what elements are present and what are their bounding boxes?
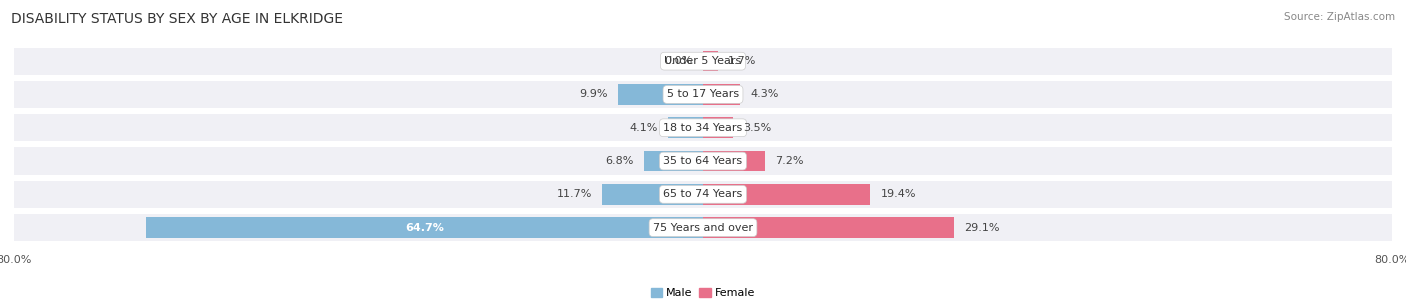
Text: DISABILITY STATUS BY SEX BY AGE IN ELKRIDGE: DISABILITY STATUS BY SEX BY AGE IN ELKRI…	[11, 12, 343, 26]
Text: 4.3%: 4.3%	[751, 89, 779, 99]
Text: 11.7%: 11.7%	[557, 189, 592, 199]
Bar	[14, 147, 1392, 175]
Text: 5 to 17 Years: 5 to 17 Years	[666, 89, 740, 99]
Text: 9.9%: 9.9%	[579, 89, 607, 99]
Bar	[14, 181, 1392, 208]
Bar	[703, 117, 733, 138]
Text: 65 to 74 Years: 65 to 74 Years	[664, 189, 742, 199]
Bar	[703, 217, 953, 238]
Text: 19.4%: 19.4%	[880, 189, 915, 199]
Bar	[14, 214, 1392, 241]
Text: 3.5%: 3.5%	[744, 123, 772, 133]
Bar	[703, 51, 717, 71]
Text: 35 to 64 Years: 35 to 64 Years	[664, 156, 742, 166]
Bar	[668, 117, 703, 138]
Text: 18 to 34 Years: 18 to 34 Years	[664, 123, 742, 133]
Text: Under 5 Years: Under 5 Years	[665, 56, 741, 66]
Bar	[617, 84, 703, 105]
Bar	[644, 151, 703, 171]
Text: 1.7%: 1.7%	[728, 56, 756, 66]
Text: 7.2%: 7.2%	[775, 156, 804, 166]
Text: 6.8%: 6.8%	[606, 156, 634, 166]
Bar	[14, 81, 1392, 108]
Bar	[703, 84, 740, 105]
Text: Source: ZipAtlas.com: Source: ZipAtlas.com	[1284, 12, 1395, 22]
Bar	[703, 184, 870, 205]
Bar	[703, 151, 765, 171]
Bar	[602, 184, 703, 205]
Bar	[14, 114, 1392, 141]
Text: 29.1%: 29.1%	[965, 223, 1000, 233]
Text: 0.0%: 0.0%	[665, 56, 693, 66]
Bar	[14, 47, 1392, 75]
Text: 75 Years and over: 75 Years and over	[652, 223, 754, 233]
Legend: Male, Female: Male, Female	[647, 283, 759, 302]
Text: 64.7%: 64.7%	[405, 223, 444, 233]
Text: 4.1%: 4.1%	[628, 123, 658, 133]
Bar	[146, 217, 703, 238]
